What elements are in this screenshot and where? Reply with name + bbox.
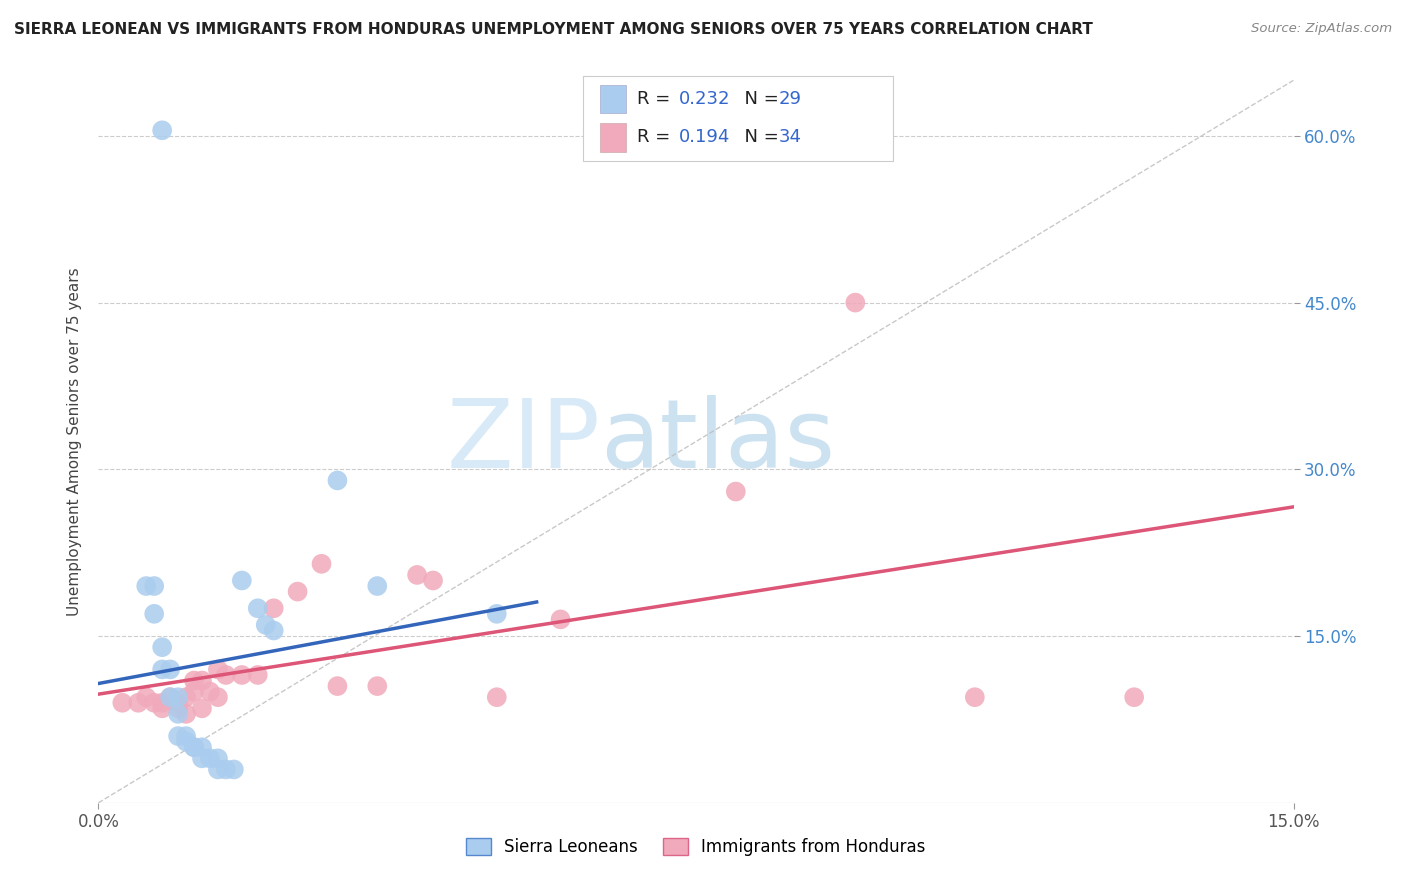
- Point: [174, 729, 197, 743]
- Point: [143, 696, 166, 710]
- Point: [215, 668, 238, 682]
- Point: [326, 679, 349, 693]
- Point: [422, 574, 444, 588]
- Point: [406, 568, 429, 582]
- Point: [326, 474, 349, 488]
- Point: [150, 696, 173, 710]
- Text: Source: ZipAtlas.com: Source: ZipAtlas.com: [1251, 22, 1392, 36]
- Point: [263, 624, 285, 638]
- Point: [550, 612, 572, 626]
- Point: [231, 668, 253, 682]
- Text: R =: R =: [637, 128, 676, 146]
- Text: R =: R =: [637, 90, 676, 108]
- Point: [231, 574, 253, 588]
- Text: ZIP: ZIP: [447, 395, 600, 488]
- Point: [485, 607, 508, 621]
- Text: atlas: atlas: [600, 395, 835, 488]
- Text: 29: 29: [779, 90, 801, 108]
- Point: [167, 690, 190, 705]
- Point: [135, 690, 157, 705]
- Point: [183, 740, 205, 755]
- Point: [207, 662, 229, 676]
- Point: [485, 690, 508, 705]
- Point: [207, 751, 229, 765]
- Point: [191, 751, 214, 765]
- Point: [167, 706, 190, 721]
- Point: [287, 584, 309, 599]
- Point: [150, 662, 173, 676]
- Point: [207, 690, 229, 705]
- Text: N =: N =: [733, 90, 785, 108]
- Point: [111, 696, 134, 710]
- Point: [191, 740, 214, 755]
- Point: [167, 729, 190, 743]
- Point: [159, 690, 181, 705]
- Point: [174, 706, 197, 721]
- Point: [150, 640, 173, 655]
- Point: [183, 740, 205, 755]
- Point: [207, 763, 229, 777]
- Text: SIERRA LEONEAN VS IMMIGRANTS FROM HONDURAS UNEMPLOYMENT AMONG SENIORS OVER 75 YE: SIERRA LEONEAN VS IMMIGRANTS FROM HONDUR…: [14, 22, 1092, 37]
- Point: [191, 673, 214, 688]
- Point: [844, 295, 866, 310]
- Point: [198, 684, 221, 698]
- Text: 0.194: 0.194: [679, 128, 731, 146]
- Point: [366, 679, 388, 693]
- Point: [1123, 690, 1146, 705]
- Point: [143, 579, 166, 593]
- Point: [222, 763, 245, 777]
- Point: [143, 607, 166, 621]
- Y-axis label: Unemployment Among Seniors over 75 years: Unemployment Among Seniors over 75 years: [67, 268, 83, 615]
- Point: [963, 690, 986, 705]
- Text: 0.232: 0.232: [679, 90, 731, 108]
- Point: [254, 618, 277, 632]
- Point: [246, 601, 269, 615]
- Point: [215, 763, 238, 777]
- Legend: Sierra Leoneans, Immigrants from Honduras: Sierra Leoneans, Immigrants from Hondura…: [460, 831, 932, 863]
- Point: [159, 690, 181, 705]
- Point: [174, 690, 197, 705]
- Point: [159, 662, 181, 676]
- Point: [724, 484, 747, 499]
- Point: [167, 701, 190, 715]
- Text: 34: 34: [779, 128, 801, 146]
- Point: [191, 701, 214, 715]
- Point: [366, 579, 388, 593]
- Point: [183, 684, 205, 698]
- Point: [311, 557, 333, 571]
- Point: [183, 673, 205, 688]
- Point: [127, 696, 149, 710]
- Point: [246, 668, 269, 682]
- Point: [198, 751, 221, 765]
- Point: [167, 696, 190, 710]
- Text: N =: N =: [733, 128, 785, 146]
- Point: [174, 734, 197, 748]
- Point: [263, 601, 285, 615]
- Point: [150, 123, 173, 137]
- Point: [150, 701, 173, 715]
- Point: [135, 579, 157, 593]
